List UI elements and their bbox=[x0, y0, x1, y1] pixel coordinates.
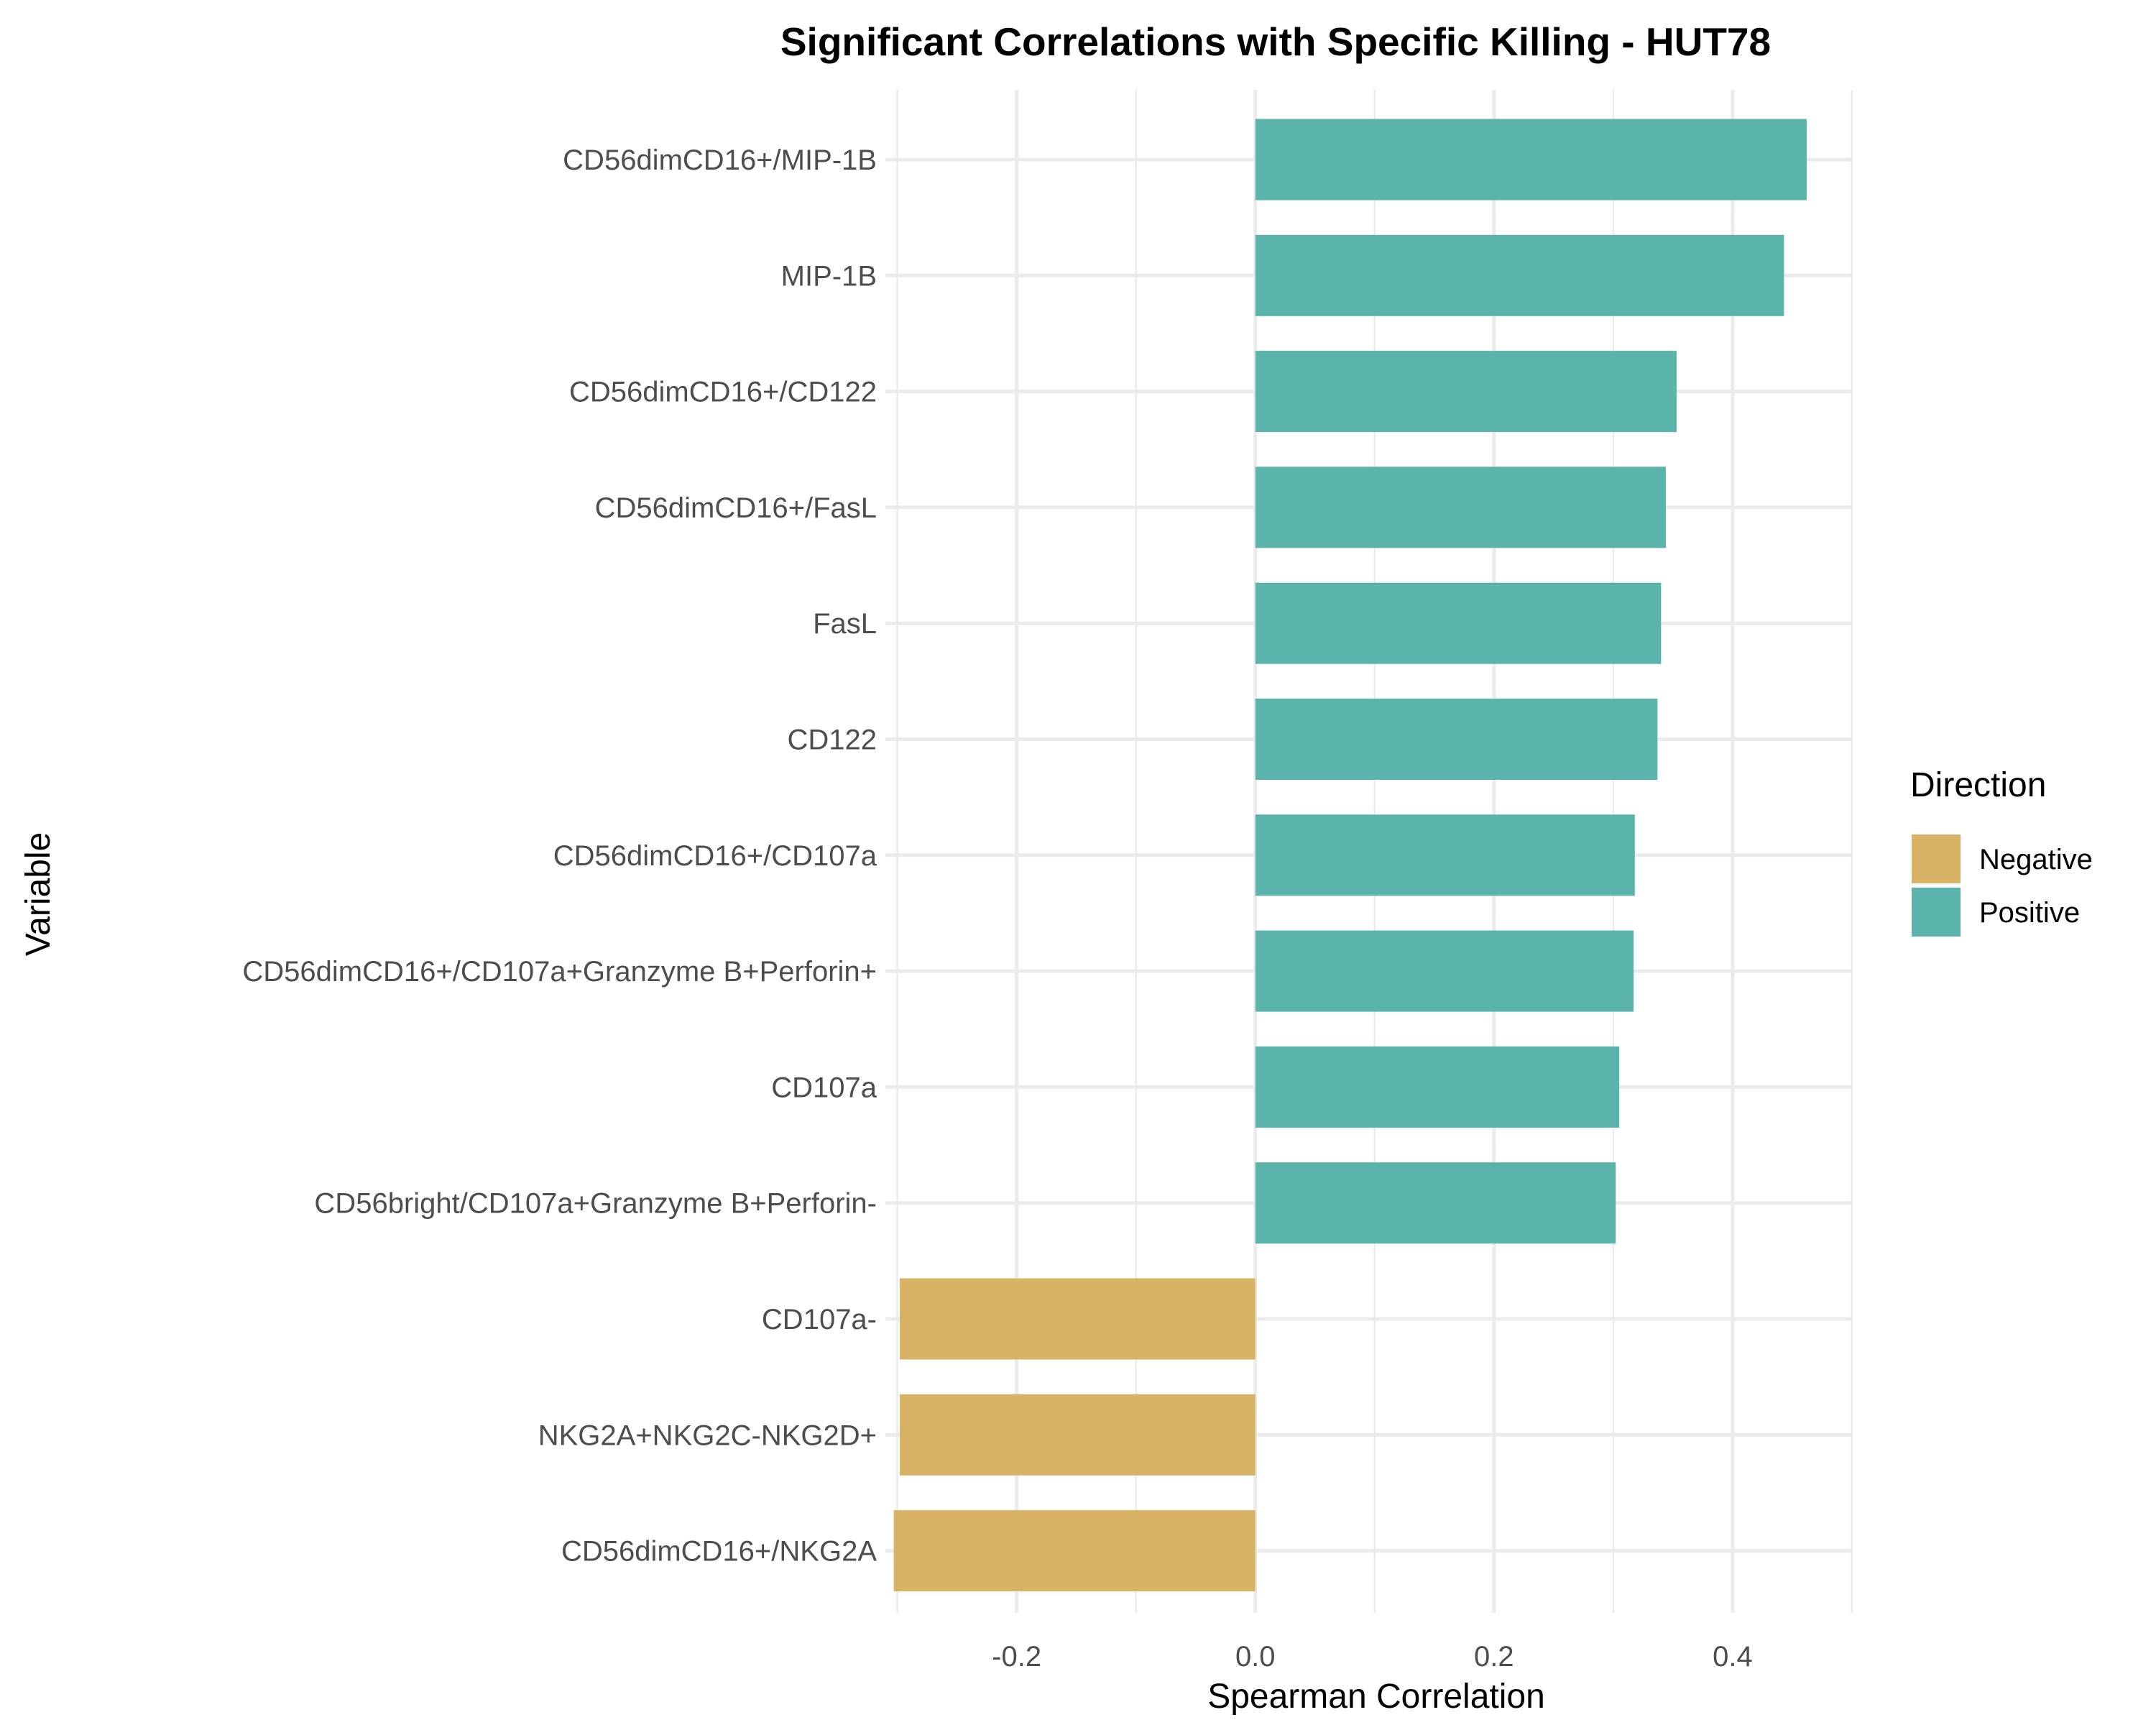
legend-label-positive: Positive bbox=[1979, 897, 2080, 929]
x-axis-title: Spearman Correlation bbox=[1207, 1678, 1545, 1716]
y-tick-label: CD56dimCD16+/CD107a+Granzyme B+Perforin+ bbox=[242, 956, 877, 988]
bar-positive bbox=[1255, 351, 1677, 433]
legend-swatch-positive bbox=[1912, 888, 1961, 937]
legend-entries: Negative Positive bbox=[1912, 834, 2093, 937]
y-axis-title: Variable bbox=[19, 832, 57, 957]
y-tick-label: CD56dimCD16+/NKG2A bbox=[561, 1536, 877, 1568]
y-tick-label: CD56dimCD16+/FasL bbox=[595, 492, 877, 524]
bars-group bbox=[893, 119, 1807, 1592]
legend-title: Direction bbox=[1910, 766, 2046, 804]
bar-negative bbox=[893, 1510, 1256, 1592]
bar-negative bbox=[899, 1278, 1256, 1360]
y-tick-labels: CD56dimCD16+/MIP-1B MIP-1B CD56dimCD16+/CD… bbox=[242, 144, 877, 1568]
legend-swatch-negative bbox=[1912, 834, 1961, 883]
legend-label-negative: Negative bbox=[1979, 844, 2093, 875]
bar-positive bbox=[1255, 930, 1634, 1012]
bar-negative bbox=[899, 1394, 1256, 1476]
y-tick-label: FasL bbox=[813, 608, 877, 640]
bar-positive bbox=[1255, 699, 1658, 780]
bar-positive bbox=[1255, 1162, 1616, 1244]
y-tick-label: CD56dimCD16+/CD107a bbox=[553, 840, 877, 872]
bar-positive bbox=[1255, 234, 1784, 316]
bar-positive bbox=[1255, 466, 1666, 548]
chart-title: Significant Correlations with Specific K… bbox=[780, 19, 1771, 64]
bar-positive bbox=[1255, 814, 1635, 896]
x-tick-labels: -0.2 0.0 0.2 0.4 bbox=[992, 1641, 1753, 1673]
bar-positive bbox=[1255, 582, 1662, 664]
y-tick-label: MIP-1B bbox=[781, 260, 877, 292]
x-tick-label: 0.2 bbox=[1474, 1641, 1514, 1673]
x-tick-label: -0.2 bbox=[992, 1641, 1041, 1673]
x-tick-label: 0.4 bbox=[1713, 1641, 1753, 1673]
bar-positive bbox=[1255, 119, 1807, 201]
y-tick-label: CD107a bbox=[771, 1072, 877, 1103]
y-tick-label: CD56dimCD16+/CD122 bbox=[569, 377, 877, 408]
y-tick-label: CD56bright/CD107a+Granzyme B+Perforin- bbox=[314, 1188, 877, 1220]
x-tick-label: 0.0 bbox=[1235, 1641, 1276, 1673]
y-tick-label: CD122 bbox=[787, 724, 877, 756]
legend: Direction Negative Positive bbox=[1910, 766, 2093, 937]
bar-positive bbox=[1255, 1046, 1620, 1128]
y-tick-label: CD107a- bbox=[762, 1304, 877, 1335]
y-tick-label: NKG2A+NKG2C-NKG2D+ bbox=[538, 1420, 877, 1451]
y-tick-label: CD56dimCD16+/MIP-1B bbox=[563, 144, 877, 176]
